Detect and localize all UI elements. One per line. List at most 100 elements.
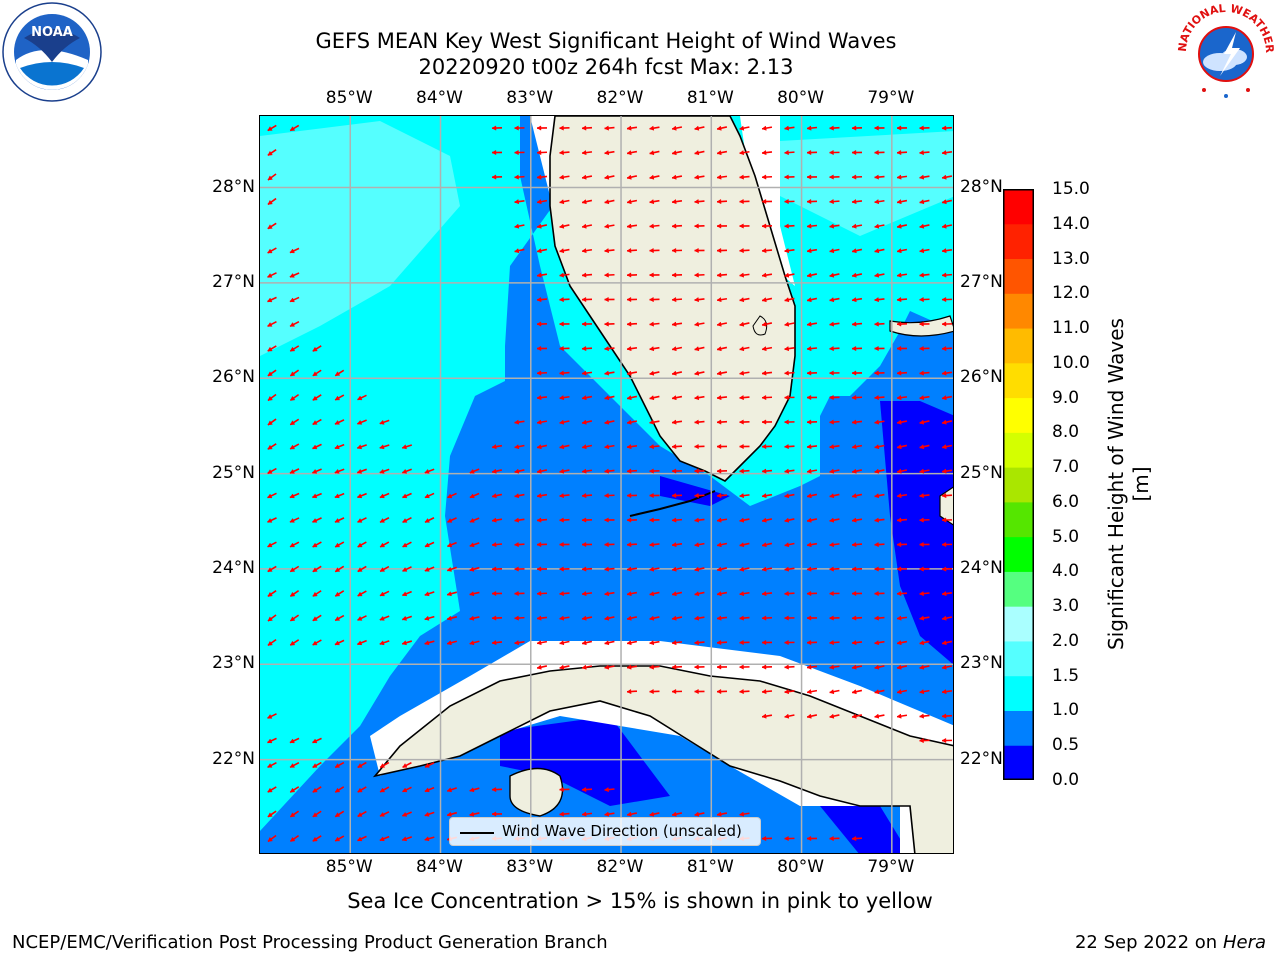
wind-wave-arrowhead xyxy=(783,835,789,842)
wind-wave-arrowhead xyxy=(559,444,565,450)
wind-wave-arrowhead xyxy=(312,616,318,621)
wind-wave-arrowhead xyxy=(626,444,632,450)
wind-wave-arrowhead xyxy=(604,419,610,425)
wind-wave-arrowhead xyxy=(918,296,924,303)
wind-wave-arrowhead xyxy=(828,149,834,156)
wind-wave-arrowhead xyxy=(626,566,632,572)
wind-wave-arrowhead xyxy=(851,689,857,695)
wind-wave-arrowhead xyxy=(896,345,902,352)
wind-wave-arrowhead xyxy=(514,223,520,229)
wind-wave-arrowhead xyxy=(604,787,609,793)
wind-wave-arrowhead xyxy=(806,321,812,327)
wind-wave-arrowhead xyxy=(716,174,722,180)
wind-wave-arrowhead xyxy=(761,493,767,499)
wind-wave-arrowhead xyxy=(558,296,564,303)
wind-wave-arrowhead xyxy=(289,542,295,548)
wind-wave-arrowhead xyxy=(334,640,340,646)
wind-wave-arrowhead xyxy=(671,542,677,548)
wind-wave-arrowhead xyxy=(738,419,744,425)
wind-wave-arrowhead xyxy=(671,591,677,597)
wind-wave-arrowhead xyxy=(424,468,430,474)
wind-wave-arrowhead xyxy=(581,615,587,621)
wind-wave-arrowhead xyxy=(581,199,587,205)
wind-wave-arrowhead xyxy=(873,370,879,376)
map-panel xyxy=(259,115,954,854)
wind-wave-arrowhead xyxy=(738,639,744,646)
wind-wave-arrowhead xyxy=(896,566,902,572)
colorbar-swatch xyxy=(1003,432,1034,468)
wind-wave-arrowhead xyxy=(874,640,880,646)
wind-wave-arrowhead xyxy=(828,590,834,597)
wind-wave-arrowhead xyxy=(806,590,812,597)
wind-wave-arrowhead xyxy=(424,566,430,572)
wind-wave-arrowhead xyxy=(536,419,542,425)
wind-wave-arrowhead xyxy=(604,664,610,670)
wind-wave-arrowhead xyxy=(739,370,745,376)
wind-wave-arrowhead xyxy=(783,198,789,205)
wind-wave-arrowhead xyxy=(491,444,497,450)
wind-wave-arrowhead xyxy=(896,615,902,621)
wind-wave-arrowhead xyxy=(267,444,273,450)
wind-wave-arrowhead xyxy=(649,591,655,597)
wind-wave-arrowhead xyxy=(941,591,947,597)
wind-wave-arrowhead xyxy=(334,567,341,572)
wind-wave-arrowhead xyxy=(514,444,520,450)
wind-wave-arrowhead xyxy=(896,174,902,180)
wind-wave-arrowhead xyxy=(716,639,722,646)
wind-wave-arrowhead xyxy=(648,247,654,254)
wind-wave-arrowhead xyxy=(648,272,654,278)
colorbar-swatch xyxy=(1003,397,1034,433)
wind-wave-arrowhead xyxy=(558,517,564,523)
wind-wave-arrowhead xyxy=(649,419,655,425)
wind-wave-arrowhead xyxy=(784,272,790,278)
wind-wave-arrowhead xyxy=(919,591,924,597)
wind-wave-arrowhead xyxy=(919,199,925,205)
lat-tick-label: 25°N xyxy=(212,462,255,483)
wind-wave-arrowhead xyxy=(446,517,453,523)
wind-wave-arrowhead xyxy=(604,223,610,229)
lat-tick-label: 28°N xyxy=(212,176,255,197)
wind-wave-arrowhead xyxy=(784,125,790,131)
wind-wave-arrowhead xyxy=(761,346,767,352)
wind-wave-arrowhead xyxy=(896,419,902,425)
wind-wave-arrowhead xyxy=(289,469,295,474)
wind-wave-arrowhead xyxy=(357,787,363,793)
wind-wave-arrowhead xyxy=(784,689,790,695)
wind-wave-arrowhead xyxy=(558,541,564,548)
wind-wave-arrowhead xyxy=(874,664,880,670)
wind-wave-arrowhead xyxy=(559,419,565,425)
wind-wave-arrowhead xyxy=(784,542,790,548)
wind-wave-arrowhead xyxy=(289,395,296,401)
wind-wave-arrowhead xyxy=(874,689,880,695)
wind-wave-arrowhead xyxy=(558,590,564,597)
colorbar-label: Significant Height of Wind Waves [m] xyxy=(1104,318,1153,650)
lon-tick-label: 85°W xyxy=(325,88,373,108)
lon-tick-label: 79°W xyxy=(867,88,915,108)
wind-wave-arrowhead xyxy=(941,370,947,376)
wind-wave-arrowhead xyxy=(851,272,857,278)
wind-wave-arrowhead xyxy=(941,395,947,401)
wind-wave-arrowhead xyxy=(356,468,363,474)
wind-wave-arrowhead xyxy=(783,639,789,646)
wind-wave-arrowhead xyxy=(558,786,564,793)
wind-wave-arrowhead xyxy=(716,150,722,156)
wind-wave-arrowhead xyxy=(312,836,318,842)
lake-okeechobee xyxy=(752,315,768,336)
wind-wave-arrowhead xyxy=(873,566,879,572)
wind-wave-arrowhead xyxy=(649,811,655,817)
wind-wave-arrowhead xyxy=(694,811,700,817)
wind-wave-arrowhead xyxy=(783,223,789,229)
land-bahamas-grand xyxy=(889,315,953,337)
wind-wave-arrowhead xyxy=(671,296,677,303)
wind-wave-arrowhead xyxy=(312,640,318,646)
wind-wave-arrowhead xyxy=(694,174,700,180)
wind-wave-arrowhead xyxy=(312,542,318,548)
wind-wave-arrowhead xyxy=(873,321,879,327)
wind-wave-arrowhead xyxy=(424,591,430,597)
legend-line-swatch xyxy=(460,832,494,834)
wind-wave-arrowhead xyxy=(469,811,475,817)
wind-wave-arrowhead xyxy=(604,615,610,621)
wind-wave-arrowhead xyxy=(874,272,880,278)
wind-wave-arrowhead xyxy=(694,125,700,131)
wind-wave-arrowhead xyxy=(784,713,790,719)
